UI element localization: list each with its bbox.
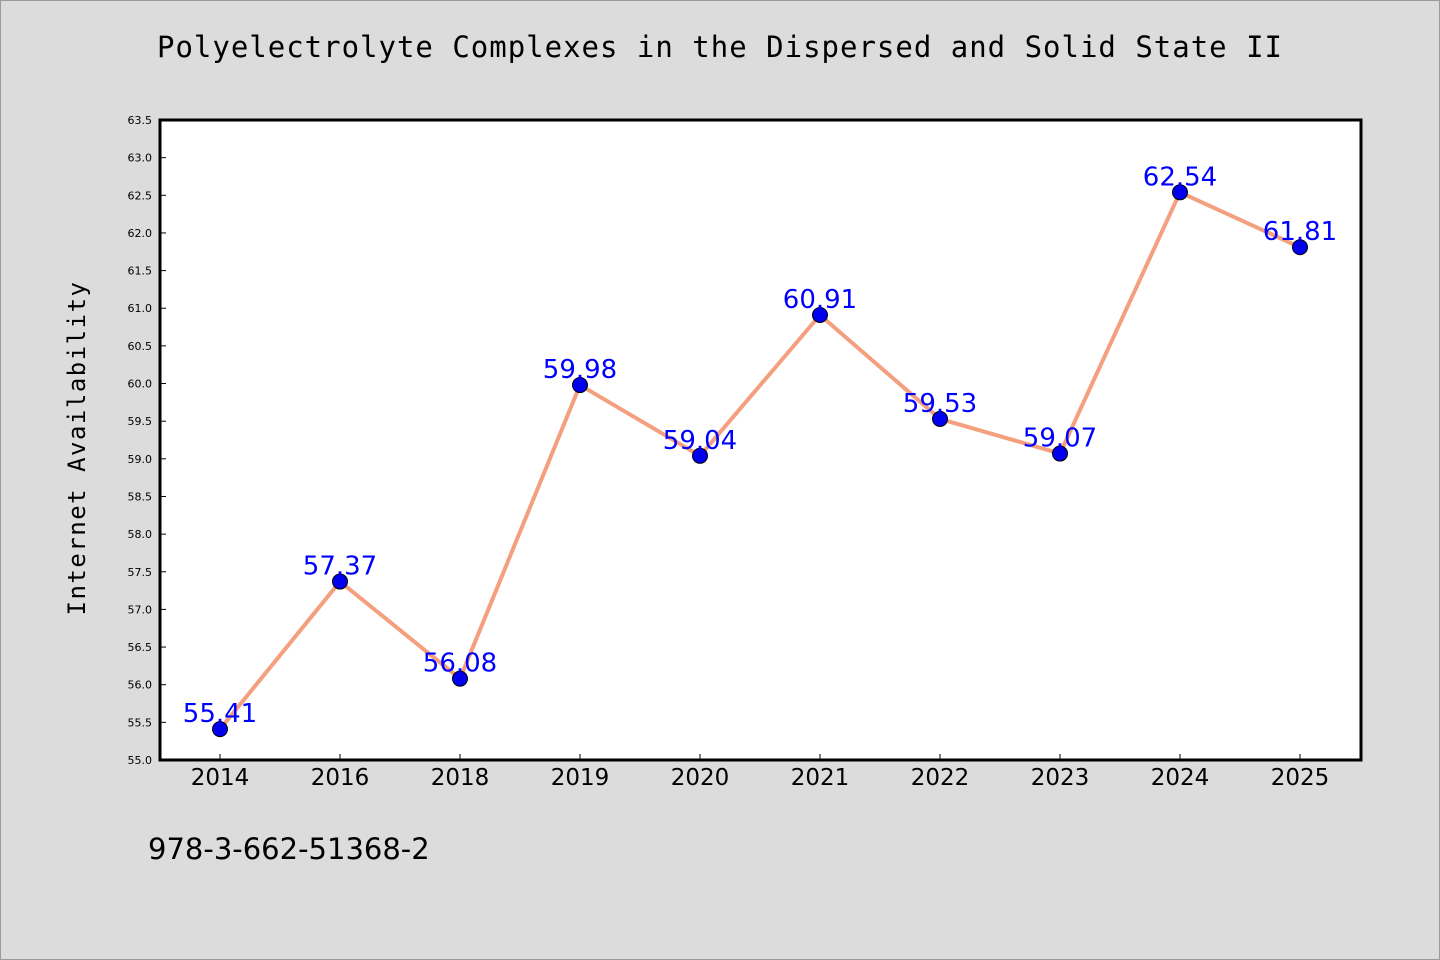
data-label: 57.37 (303, 552, 377, 582)
data-label: 55.41 (183, 699, 257, 729)
x-tick-label: 2025 (1271, 765, 1330, 791)
data-point-2018 (452, 670, 468, 687)
plot-area (160, 120, 1361, 760)
data-point-2021 (812, 307, 828, 324)
data-label: 60.91 (783, 285, 857, 315)
data-point-2019 (572, 377, 588, 394)
plot-border (158, 118, 1363, 762)
y-axis-label: Internet Availability (63, 281, 91, 616)
y-tick-label: 56.5 (128, 641, 153, 654)
data-point-2022 (932, 410, 948, 427)
x-tick-label: 2018 (431, 765, 490, 791)
x-tick-label: 2014 (191, 765, 250, 791)
x-tick-label: 2021 (791, 765, 850, 791)
x-tick-label: 2022 (911, 765, 970, 791)
data-point-2025 (1292, 239, 1308, 256)
y-tick-label: 58.0 (128, 528, 153, 541)
y-tick-label: 60.5 (128, 340, 153, 353)
data-label: 59.98 (543, 355, 617, 385)
y-tick-label: 55.0 (128, 754, 153, 767)
series-layer (212, 184, 1308, 738)
data-point-2023 (1052, 445, 1068, 462)
y-tick-label: 63.5 (128, 114, 153, 127)
y-tick-label: 55.5 (128, 716, 153, 729)
data-label: 59.07 (1023, 424, 1097, 454)
y-tick-label: 59.5 (128, 415, 153, 428)
x-tick-label: 2020 (671, 765, 730, 791)
x-tick-label: 2016 (311, 765, 370, 791)
data-point-2014 (212, 721, 228, 738)
y-tick-label: 57.5 (128, 566, 153, 579)
data-label: 61.81 (1263, 217, 1337, 247)
y-tick-label: 58.5 (128, 490, 153, 503)
x-axis: 2014 2016 2018 2019 2020 2021 2022 2023 2024 2025 (191, 754, 1330, 791)
x-tick-label: 2023 (1031, 765, 1090, 791)
y-tick-label: 63.0 (128, 152, 153, 165)
data-label: 59.04 (663, 426, 737, 456)
y-tick-label: 59.0 (128, 453, 153, 466)
data-labels-layer: 55.41 57.37 56.08 59.98 59.04 60.91 59.53 59.07… (183, 162, 1337, 729)
x-tick-label: 2019 (551, 765, 610, 791)
y-tick-label: 56.0 (128, 679, 153, 692)
data-label: 56.08 (423, 649, 497, 679)
y-axis: 55.0 55.5 56.0 56.5 57.0 57.5 58.0 58.5 59.0 59.5… (128, 114, 166, 767)
y-tick-label: 62.0 (128, 227, 153, 240)
x-tick-label: 2024 (1151, 765, 1210, 791)
y-tick-label: 57.0 (128, 603, 153, 616)
series-line (218, 190, 1301, 731)
data-label: 59.53 (903, 389, 977, 419)
isbn-text: 978-3-662-51368-2 (148, 832, 430, 866)
y-tick-label: 60.0 (128, 378, 153, 391)
data-label: 62.54 (1143, 162, 1217, 192)
data-point-2016 (332, 573, 348, 590)
y-tick-label: 61.5 (128, 265, 153, 278)
y-tick-label: 61.0 (128, 302, 153, 315)
data-point-2020 (692, 447, 708, 464)
y-tick-label: 62.5 (128, 189, 153, 202)
data-point-2024 (1172, 184, 1188, 201)
chart-title: Polyelectrolyte Complexes in the Dispers… (156, 30, 1284, 64)
